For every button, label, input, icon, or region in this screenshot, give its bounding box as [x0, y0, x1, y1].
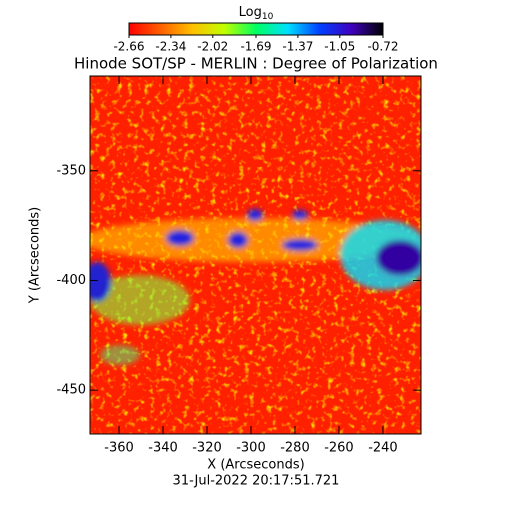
map-feature [292, 210, 308, 220]
colorbar-tick-label: -2.02 [197, 40, 228, 54]
colorbar-tick-label: -1.69 [240, 40, 271, 54]
colorbar-tick-label: -0.72 [367, 40, 398, 54]
colorbar-tick-label: -1.05 [324, 40, 355, 54]
map-feature [282, 239, 318, 251]
map-feature [247, 209, 263, 221]
footer: 31-Jul-2022 20:17:51.721 [173, 474, 340, 489]
y-tick-label: -400 [56, 273, 86, 288]
colorbar-label: Log10 [239, 5, 274, 22]
map [90, 76, 421, 434]
x-axis-label: X (Arcseconds) [207, 458, 304, 473]
map-feature [166, 230, 194, 246]
map-feature [90, 218, 420, 262]
map-features [90, 209, 421, 365]
x-tick-label: -280 [280, 441, 310, 456]
x-tick-label: -260 [324, 441, 354, 456]
x-tick-label: -240 [368, 441, 398, 456]
y-tick-label: -350 [56, 163, 86, 178]
x-tick-label: -340 [148, 441, 178, 456]
map-feature [100, 345, 140, 365]
x-tick-label: -320 [192, 441, 222, 456]
plot-frame [89, 75, 422, 435]
map-feature [90, 275, 190, 325]
map-feature [376, 240, 421, 276]
y-tick-label: -450 [56, 383, 86, 398]
map-feature [228, 232, 248, 248]
colorbar-tick-label: -2.34 [155, 40, 186, 54]
map-feature [90, 262, 111, 302]
colorbar-label-subscript: 10 [262, 12, 274, 22]
y-axis-label: Y (Arcseconds) [28, 207, 43, 304]
colorbar-tick-label: -2.66 [113, 40, 144, 54]
x-tick-label: -360 [104, 441, 134, 456]
x-tick-label: -300 [236, 441, 266, 456]
colorbar [128, 22, 384, 36]
chart-title: Hinode SOT/SP - MERLIN : Degree of Polar… [74, 55, 438, 73]
colorbar-tick-label: -1.37 [282, 40, 313, 54]
colorbar-label-text: Log [239, 5, 262, 20]
